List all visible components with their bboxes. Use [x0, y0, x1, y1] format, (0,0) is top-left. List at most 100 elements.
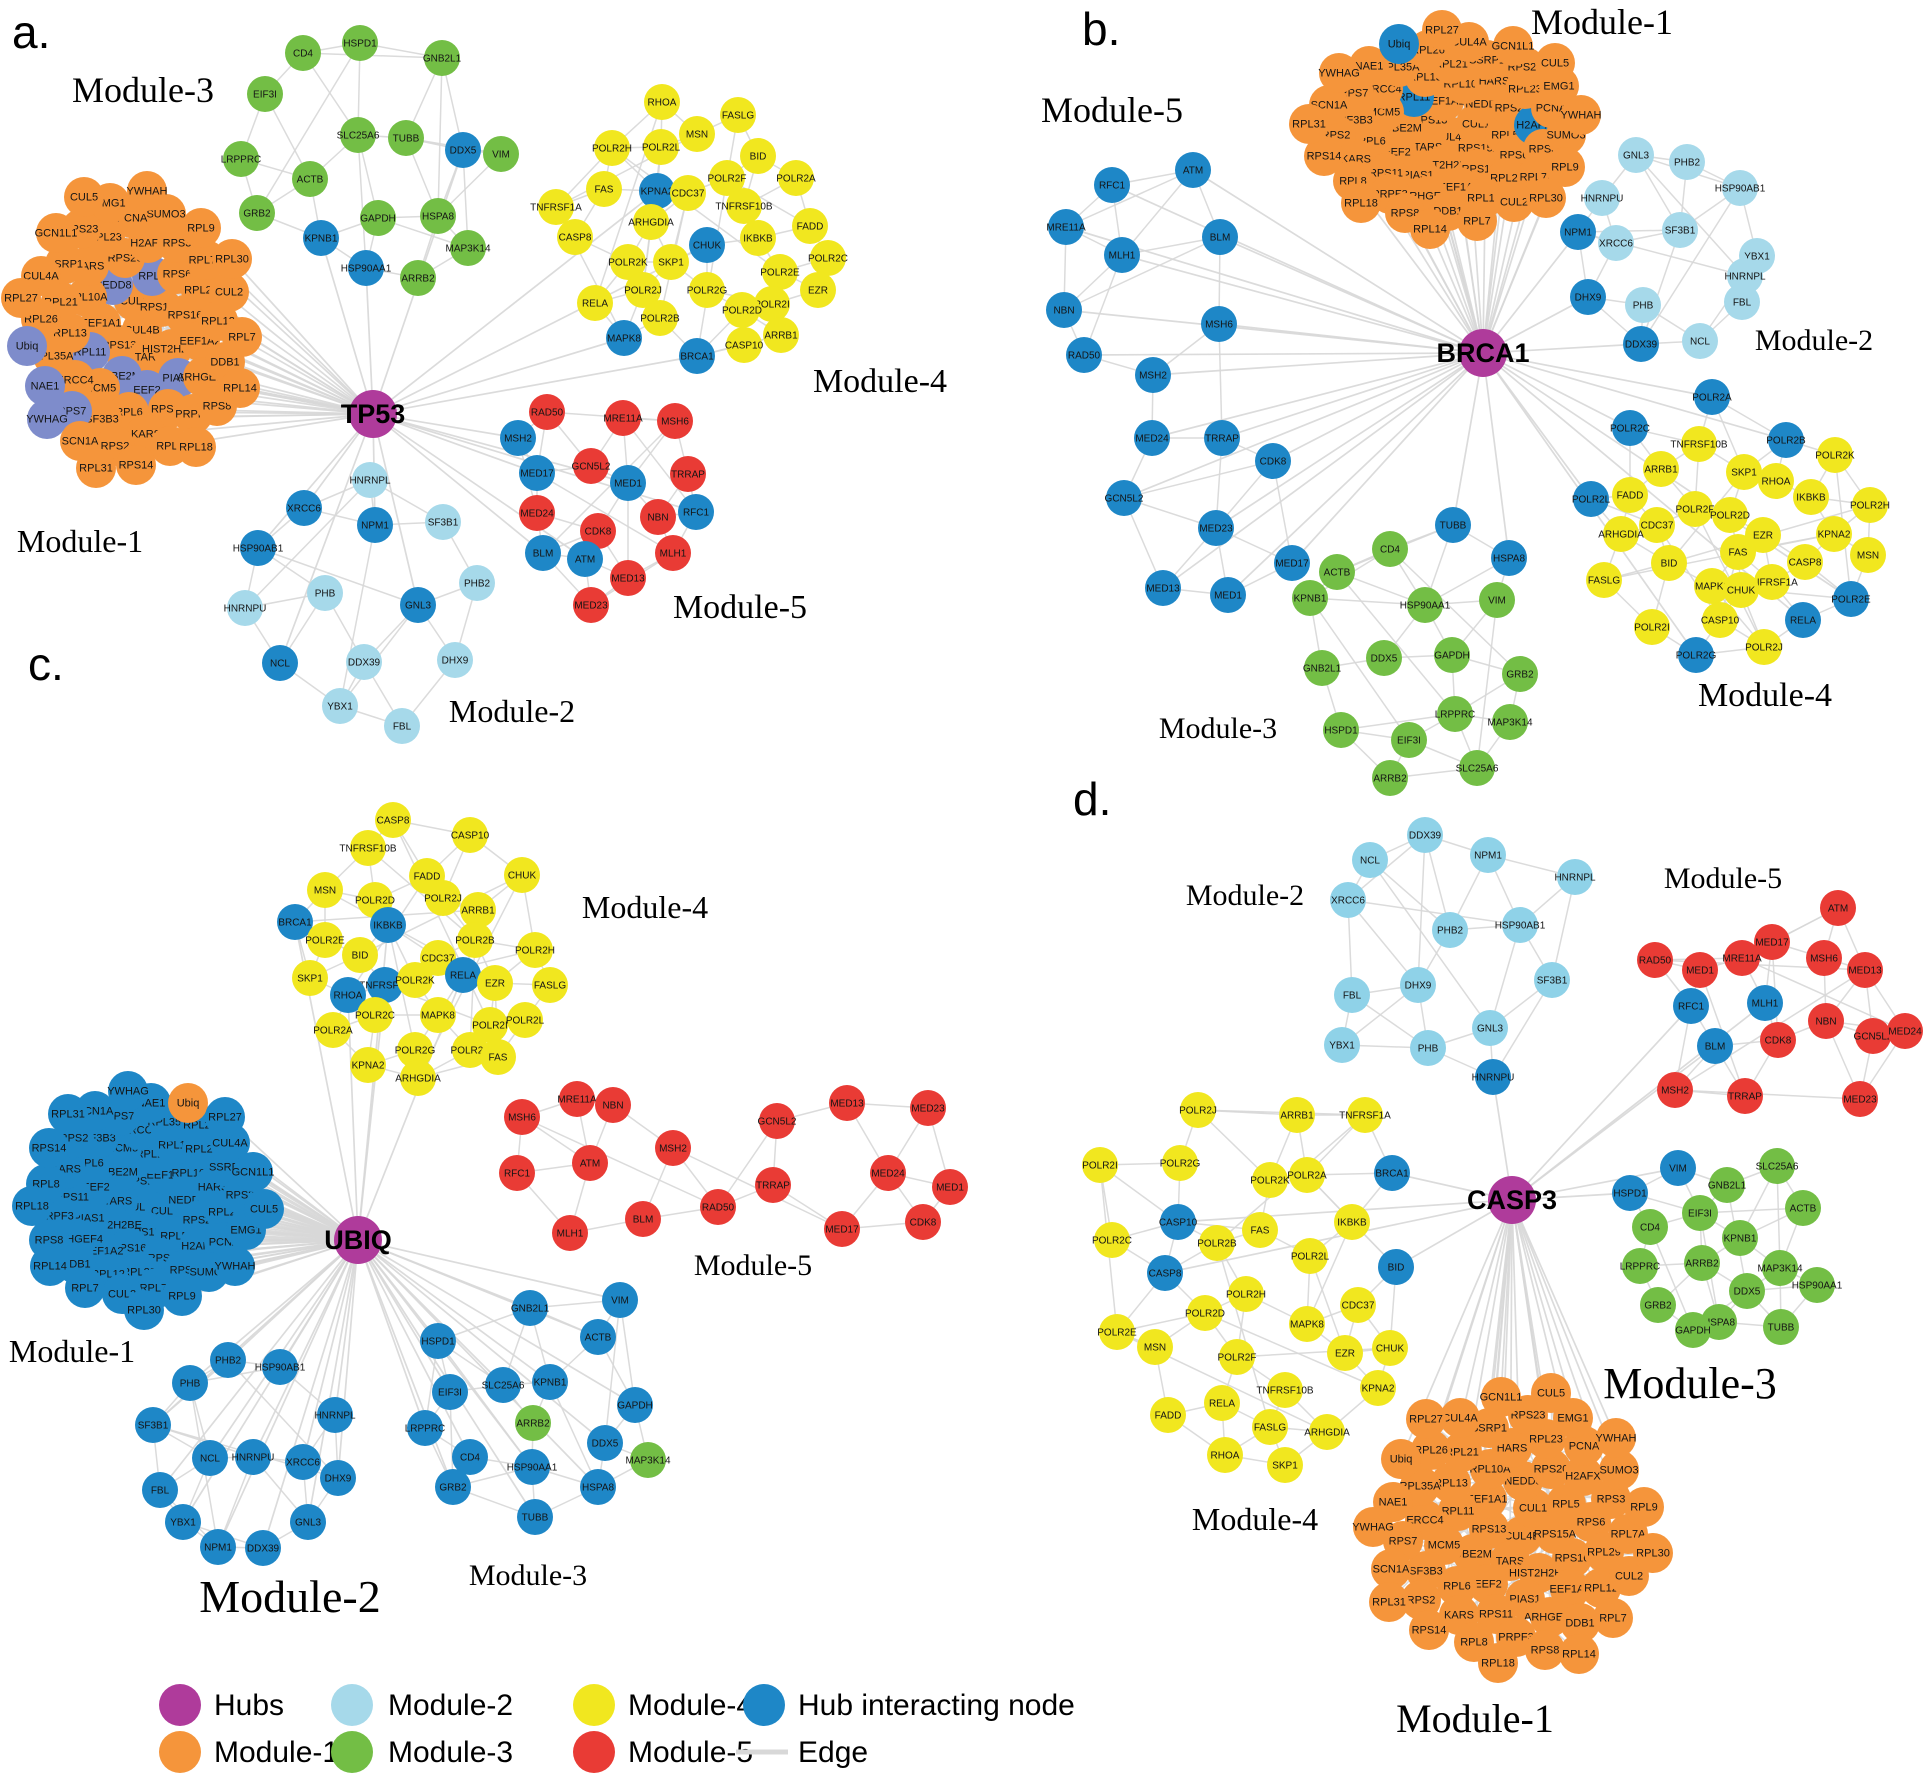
hub-edge — [1218, 323, 1484, 354]
gene-node-TNFRSF1A — [1754, 564, 1790, 600]
gene-node-EZR — [477, 965, 513, 1001]
gene-node-ARHGDIA — [1309, 1414, 1345, 1450]
hub-edge — [1272, 352, 1484, 462]
gene-node-POLR2K — [610, 244, 646, 280]
gene-node-PHB2 — [1432, 912, 1468, 948]
gene-node-GNB2L1 — [1709, 1167, 1745, 1203]
gene-node-POLR2D — [724, 292, 760, 328]
gene-node-MED24 — [519, 495, 555, 531]
gene-node-HSP90AB1 — [1722, 170, 1758, 206]
gene-node-MED1 — [610, 465, 646, 501]
gene-node-MSN — [679, 116, 715, 152]
gene-node-TNFRSF10B — [350, 830, 386, 866]
gene-node-ATM — [1820, 890, 1856, 926]
gene-node-EIF3I — [1391, 722, 1427, 758]
gene-node-EIF3I — [1682, 1195, 1718, 1231]
legend-swatch-module-4 — [573, 1684, 615, 1726]
gene-node-CDC37 — [1639, 507, 1675, 543]
hub-edge — [262, 1239, 359, 1549]
edge — [1218, 323, 1223, 439]
gene-node-RHOA — [1758, 463, 1794, 499]
gene-node-RFC1 — [678, 494, 714, 530]
gene-node-BLM — [1202, 219, 1238, 255]
gene-node-MED13 — [829, 1085, 865, 1121]
gene-node-DHX9 — [437, 642, 473, 678]
gene-node-TNFRSF10B — [1681, 426, 1717, 462]
gene-node-CASP8 — [557, 219, 593, 255]
hub-edge — [1511, 1167, 1679, 1201]
gene-node-RPL7 — [65, 1268, 105, 1308]
hub-edge — [365, 267, 374, 415]
hub-edge — [1500, 1199, 1513, 1398]
gene-node-RPL7 — [1593, 1598, 1633, 1638]
hub-edge — [302, 1239, 359, 1463]
gene-node-CDC37 — [670, 175, 706, 211]
edge — [1640, 187, 1741, 345]
gene-node-TRRAP — [1727, 1078, 1763, 1114]
gene-node-YWHAH — [1596, 1418, 1636, 1458]
gene-node-POLR2F — [1219, 1339, 1255, 1375]
edge — [549, 1381, 599, 1488]
gene-node-FASLG — [1586, 562, 1622, 598]
gene-node-RELA — [1785, 602, 1821, 638]
hub-edge — [279, 413, 374, 664]
gene-node-RHOA — [330, 977, 366, 1013]
gene-node-SLC25A6 — [1759, 1148, 1795, 1184]
edge — [696, 177, 728, 357]
gene-node-TNFRSF10B — [726, 188, 762, 224]
gene-node-POLR2J — [1180, 1092, 1216, 1128]
hub-edge — [357, 1239, 606, 1444]
gene-node-RPL31 — [1289, 104, 1329, 144]
hub-edge — [1227, 352, 1484, 596]
gene-node-SLC25A6 — [485, 1367, 521, 1403]
gene-node-LRPPRC — [407, 1410, 443, 1446]
gene-node-ATM — [572, 1145, 608, 1181]
gene-node-CUL5 — [244, 1189, 284, 1229]
gene-node-RPL9 — [162, 1276, 202, 1316]
edge — [1204, 1312, 1379, 1389]
hub-edge — [357, 1239, 599, 1488]
gene-node-MSH6 — [1806, 940, 1842, 976]
gene-node-RPL31 — [1369, 1582, 1409, 1622]
gene-node-RPS14 — [1304, 136, 1344, 176]
gene-node-DHX9 — [320, 1460, 356, 1496]
gene-node-YBX1 — [1324, 1027, 1360, 1063]
gene-node-SF3B1 — [425, 504, 461, 540]
edge — [244, 479, 371, 609]
gene-node-MLH1 — [1104, 237, 1140, 273]
gene-node-NBN — [1808, 1003, 1844, 1039]
gene-node-CHUK — [689, 227, 725, 263]
gene-node-GRB2 — [1502, 656, 1538, 692]
hub-edge — [372, 413, 586, 560]
gene-node-POLR2H — [517, 932, 553, 968]
gene-node-CASP8 — [1147, 1255, 1183, 1291]
hub-edge — [1123, 352, 1484, 499]
hub-edge — [307, 1239, 359, 1523]
gene-node-MAP3K14 — [1492, 704, 1528, 740]
gene-node-MAPK8 — [420, 997, 456, 1033]
gene-node-TNFRSF1A — [538, 189, 574, 225]
gene-node-NPM1 — [1560, 214, 1596, 250]
gene-node-GRB2 — [435, 1469, 471, 1505]
gene-node-NBN — [1046, 292, 1082, 328]
gene-node-CD4 — [1632, 1209, 1668, 1245]
node-layer: CASP8CASP10TNFRSF10BMSNFADDPOLR2JCHUKPOL… — [12, 802, 968, 1566]
gene-node-TUBB — [517, 1499, 553, 1535]
panel-c: CASP8CASP10TNFRSF10BMSNFADDPOLR2JCHUKPOL… — [9, 638, 968, 1622]
gene-node-FBL — [1334, 977, 1370, 1013]
gene-node-YBX1 — [165, 1504, 201, 1540]
gene-node-FAS — [480, 1039, 516, 1075]
gene-node-ARRB2 — [1684, 1245, 1720, 1281]
gene-node-POLR2C — [357, 997, 393, 1033]
gene-node-MAP3K14 — [630, 1442, 666, 1478]
edge — [1121, 169, 1194, 256]
gene-node-FBL — [384, 708, 420, 744]
gene-node-ARRB1 — [460, 892, 496, 928]
gene-node-GCN5L2 — [573, 448, 609, 484]
gene-node-YWHAH — [215, 1246, 255, 1286]
gene-node-RFC1 — [1673, 988, 1709, 1024]
hub-edge — [1152, 352, 1484, 376]
hub-edge — [209, 1239, 359, 1459]
gene-node-ARRB1 — [1643, 451, 1679, 487]
